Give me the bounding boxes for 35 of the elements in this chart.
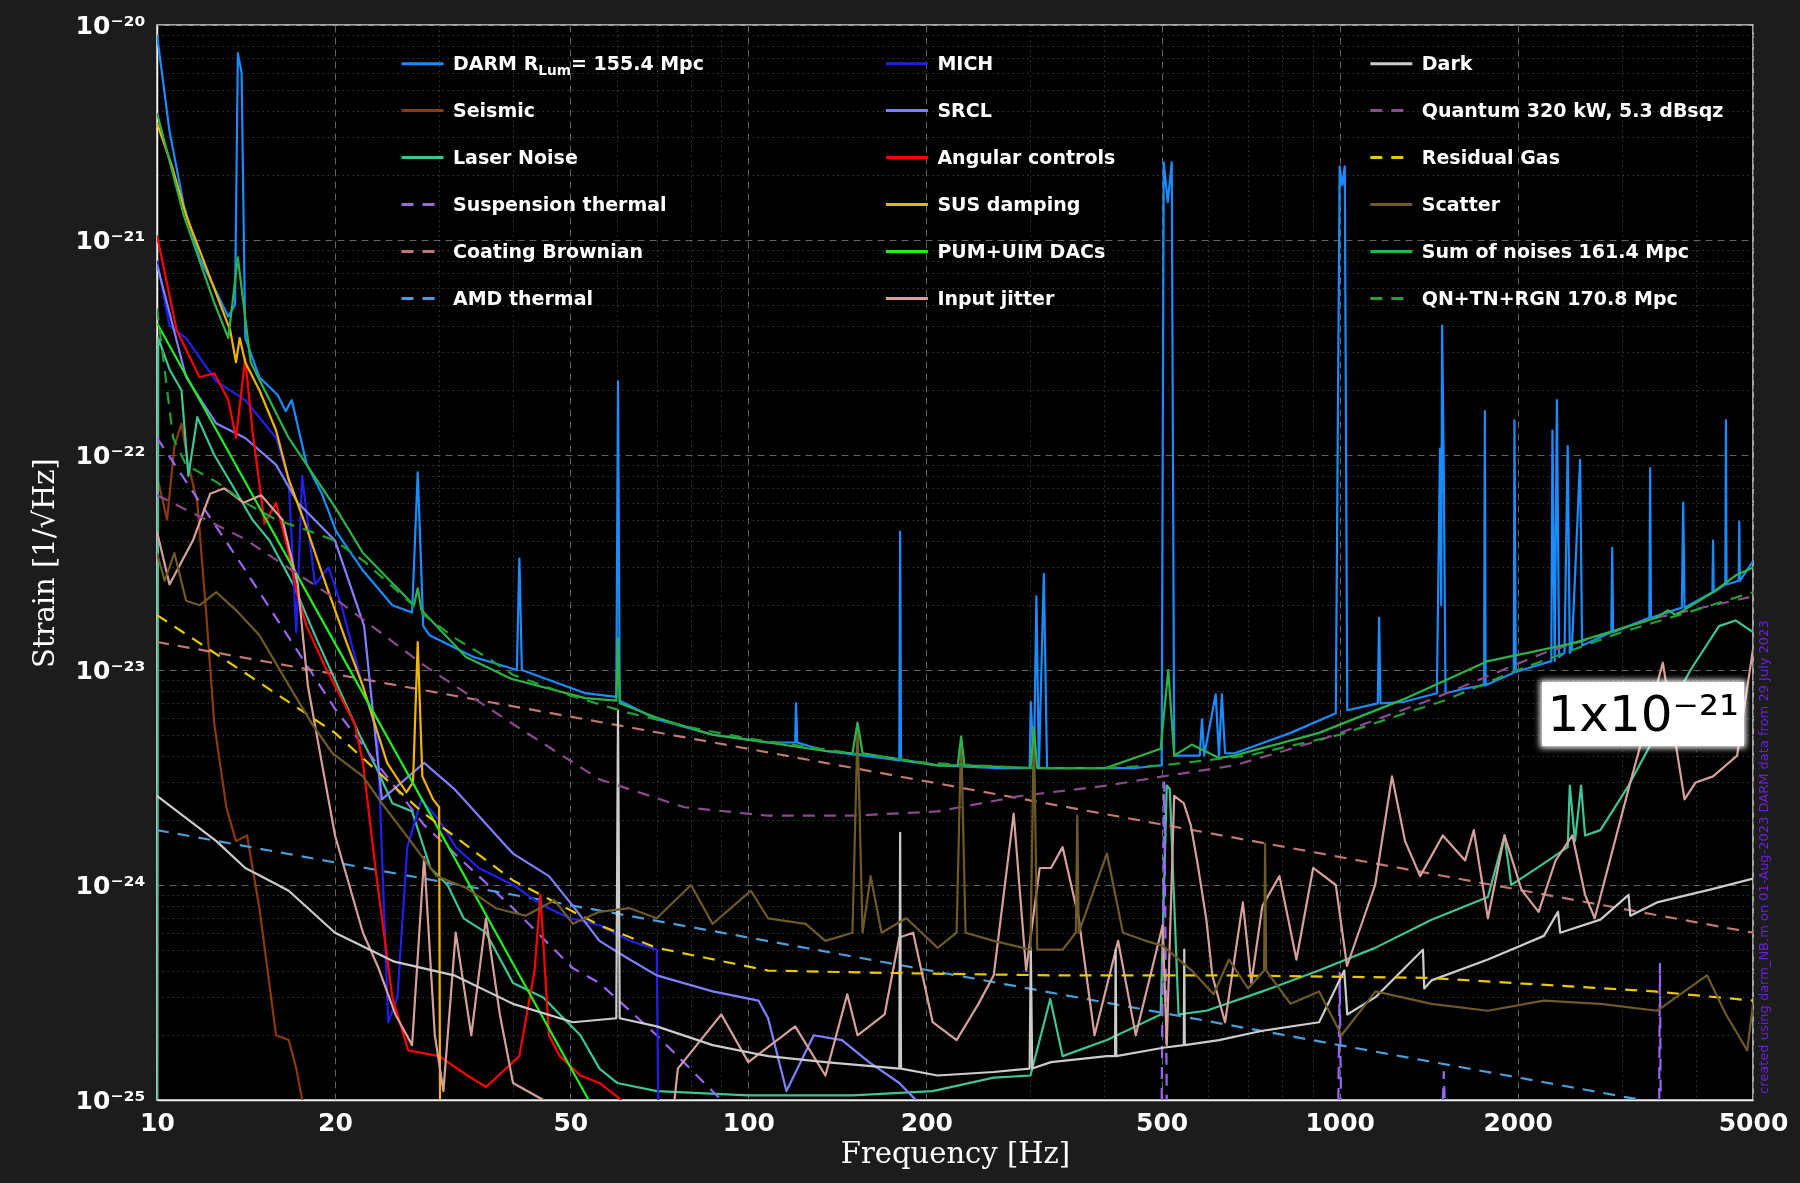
x-tick-label: 50 <box>553 1107 589 1137</box>
x-tick-label: 200 <box>900 1107 953 1137</box>
legend-label: SRCL <box>937 98 992 121</box>
x-axis-title: Frequency [Hz] <box>840 1135 1071 1170</box>
legend-label: PUM+UIM DACs <box>937 239 1106 262</box>
legend-label: Dark <box>1421 51 1473 74</box>
legend-label: Laser Noise <box>453 145 578 168</box>
x-tick-label: 1000 <box>1305 1107 1375 1137</box>
legend-label: QN+TN+RGN 170.8 Mpc <box>1421 286 1678 309</box>
legend-label: MICH <box>937 51 994 74</box>
legend-label: DARM R$_{Lum}$= 155.4 Mpc <box>453 51 704 79</box>
legend-label: Sum of noises 161.4 Mpc <box>1421 239 1690 262</box>
x-tick-label: 20 <box>318 1107 353 1137</box>
legend-label: Quantum 320 kW, 5.3 dBsqz <box>1421 98 1724 121</box>
legend-label: SUS damping <box>937 192 1081 215</box>
legend-label: Input jitter <box>937 286 1055 309</box>
legend-label: Scatter <box>1421 192 1501 215</box>
legend-label: Coating Brownian <box>453 239 643 262</box>
x-tick-label: 10 <box>140 1107 175 1137</box>
x-tick-label: 2000 <box>1483 1107 1553 1137</box>
y-axis-title: Strain [1/√Hz] <box>26 458 61 668</box>
legend-label: Seismic <box>453 98 535 121</box>
x-tick-label: 5000 <box>1718 1107 1789 1137</box>
x-tick-label: 100 <box>722 1107 775 1137</box>
y-tick-label: 10⁻²⁴ <box>75 870 146 900</box>
legend-label: Residual Gas <box>1421 145 1560 168</box>
y-tick-label: 10⁻²² <box>75 440 146 470</box>
legend-label: AMD thermal <box>453 286 593 309</box>
y-tick-label: 10⁻²¹ <box>75 225 146 255</box>
legend-label: Suspension thermal <box>453 192 667 215</box>
text: created using darm_NB.m on 01-Aug-2023 DARM data from 29 July 2023 <box>1756 620 1771 1094</box>
x-tick-label: 500 <box>1136 1107 1189 1137</box>
y-tick-label: 10⁻²⁰ <box>75 10 146 40</box>
legend-label: Angular controls <box>937 145 1116 168</box>
y-tick-label: 10⁻²³ <box>75 655 146 685</box>
